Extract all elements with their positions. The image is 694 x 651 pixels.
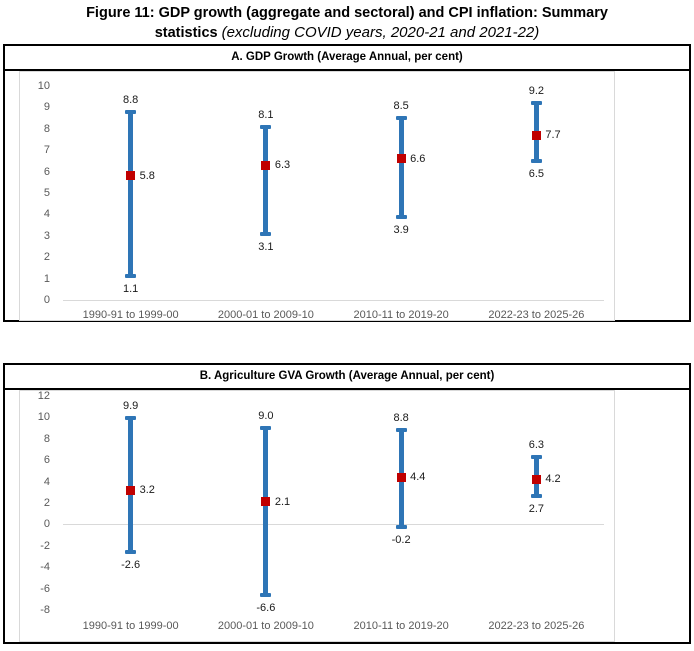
y-tick-label: -8 bbox=[40, 604, 50, 616]
mean-label: 5.8 bbox=[139, 169, 155, 182]
figure-title: Figure 11: GDP growth (aggregate and sec… bbox=[0, 4, 694, 43]
max-label: 8.8 bbox=[122, 93, 139, 106]
figure-title-line2: statistics (excluding COVID years, 2020-2… bbox=[0, 23, 694, 43]
mean-marker bbox=[126, 485, 136, 495]
chart-region-agri: -8 -6 -4 -2 0 2 4 6 8 10 12 9.9 -2.6 3.2 1990-91 to 19… bbox=[5, 390, 689, 642]
min-label: -2.6 bbox=[121, 559, 141, 572]
chart-title-gdp: A. GDP Growth (Average Annual, per cent) bbox=[5, 46, 689, 71]
y-tick-label: 4 bbox=[43, 475, 50, 488]
zero-gridline bbox=[63, 524, 604, 526]
chart-plot-gdp: 0 1 2 3 4 5 6 7 8 9 10 8.8 1.1 5.8 1990-91 to 1999-00 8… bbox=[19, 71, 615, 321]
y-tick-label: 12 bbox=[37, 390, 50, 402]
category-label: 2000-01 to 2009-10 bbox=[217, 620, 314, 632]
y-tick-label: 7 bbox=[43, 144, 50, 157]
zero-gridline bbox=[63, 300, 604, 301]
max-label: 9.9 bbox=[122, 400, 139, 413]
range-cap-top bbox=[125, 416, 137, 421]
mean-label: 3.2 bbox=[139, 484, 155, 497]
range-cap-top bbox=[530, 454, 542, 459]
y-tick-label: 0 bbox=[43, 518, 50, 531]
mean-label: 6.3 bbox=[274, 159, 291, 172]
range-cap-top bbox=[260, 124, 272, 129]
figure-title-line2-italic: (excluding COVID years, 2020-21 and 2021… bbox=[221, 24, 540, 41]
y-tick-label: 8 bbox=[43, 432, 50, 445]
range-line bbox=[398, 118, 404, 217]
mean-marker bbox=[396, 154, 406, 164]
min-label: 6.5 bbox=[528, 167, 545, 180]
mean-marker bbox=[261, 497, 271, 507]
max-label: 9.0 bbox=[258, 410, 274, 423]
y-tick-label: 8 bbox=[43, 122, 50, 135]
mean-label: 2.1 bbox=[274, 495, 291, 508]
range-cap-top bbox=[125, 109, 137, 114]
range-cap-bottom bbox=[260, 593, 272, 598]
mean-label: 4.2 bbox=[545, 473, 561, 486]
range-cap-bottom bbox=[260, 231, 272, 236]
figure-title-line1: Figure 11: GDP growth (aggregate and sec… bbox=[86, 5, 608, 21]
chart-title-agri: B. Agriculture GVA Growth (Average Annua… bbox=[5, 365, 689, 390]
range-cap-top bbox=[395, 428, 407, 433]
mean-label: 6.6 bbox=[410, 152, 426, 165]
category-label: 2010-11 to 2019-20 bbox=[353, 620, 449, 632]
y-tick-label: 4 bbox=[43, 208, 50, 221]
category-label: 2022-23 to 2025-26 bbox=[488, 620, 585, 632]
y-tick-label: 9 bbox=[43, 101, 50, 114]
max-label: 8.1 bbox=[258, 108, 274, 121]
category-label: 2010-11 to 2019-20 bbox=[353, 309, 449, 321]
min-label: -0.2 bbox=[391, 533, 411, 546]
mean-marker bbox=[531, 474, 541, 484]
min-label: -6.6 bbox=[256, 602, 276, 615]
y-tick-label: 6 bbox=[43, 165, 50, 178]
max-label: 9.2 bbox=[528, 85, 545, 98]
chart-plot-agri: -8 -6 -4 -2 0 2 4 6 8 10 12 9.9 -2.6 3.2 1990-91 to 19… bbox=[19, 390, 615, 642]
range-cap-bottom bbox=[395, 214, 407, 219]
range-line bbox=[263, 428, 269, 595]
y-tick-label: 2 bbox=[43, 497, 50, 509]
category-label: 1990-91 to 1999-00 bbox=[82, 620, 179, 632]
range-cap-bottom bbox=[125, 550, 137, 555]
range-line bbox=[263, 126, 269, 234]
chart-region-gdp: 0 1 2 3 4 5 6 7 8 9 10 8.8 1.1 5.8 1990-91 to 1999-00 8… bbox=[5, 71, 689, 321]
range-cap-top bbox=[260, 426, 272, 431]
category-label: 2000-01 to 2009-10 bbox=[217, 309, 314, 321]
range-cap-bottom bbox=[530, 493, 542, 498]
min-label: 1.1 bbox=[122, 283, 139, 296]
range-cap-bottom bbox=[530, 158, 542, 163]
max-label: 8.8 bbox=[393, 412, 409, 425]
mean-label: 7.7 bbox=[545, 129, 561, 142]
y-tick-label: 10 bbox=[37, 411, 50, 424]
min-label: 3.1 bbox=[258, 240, 274, 253]
range-cap-bottom bbox=[125, 274, 137, 279]
y-tick-label: 1 bbox=[43, 272, 50, 285]
y-tick-label: 0 bbox=[43, 294, 50, 306]
mean-marker bbox=[531, 130, 541, 140]
figure-title-line2-bold: statistics bbox=[154, 25, 218, 41]
mean-marker bbox=[396, 472, 406, 482]
min-label: 3.9 bbox=[393, 223, 409, 236]
y-tick-label: 2 bbox=[43, 251, 50, 264]
y-tick-label: -6 bbox=[40, 582, 50, 595]
category-label: 2022-23 to 2025-26 bbox=[488, 309, 585, 321]
y-tick-label: -4 bbox=[40, 561, 50, 574]
y-tick-label: 3 bbox=[43, 229, 50, 242]
y-tick-label: 5 bbox=[43, 187, 50, 199]
range-line bbox=[128, 418, 134, 553]
panel-agriculture-gva-growth: B. Agriculture GVA Growth (Average Annua… bbox=[3, 363, 691, 644]
category-label: 1990-91 to 1999-00 bbox=[82, 309, 179, 321]
max-label: 6.3 bbox=[528, 438, 545, 451]
mean-marker bbox=[126, 171, 136, 181]
max-label: 8.5 bbox=[393, 100, 409, 113]
min-label: 2.7 bbox=[528, 502, 545, 515]
panel-gdp-growth: A. GDP Growth (Average Annual, per cent)… bbox=[3, 44, 691, 322]
range-cap-top bbox=[395, 116, 407, 121]
mean-label: 4.4 bbox=[410, 471, 426, 484]
range-line bbox=[128, 111, 134, 277]
mean-marker bbox=[261, 160, 271, 170]
y-tick-label: 10 bbox=[37, 80, 50, 92]
range-cap-bottom bbox=[395, 524, 407, 529]
y-tick-label: -2 bbox=[40, 539, 50, 552]
range-cap-top bbox=[530, 101, 542, 106]
y-tick-label: 6 bbox=[43, 454, 50, 467]
